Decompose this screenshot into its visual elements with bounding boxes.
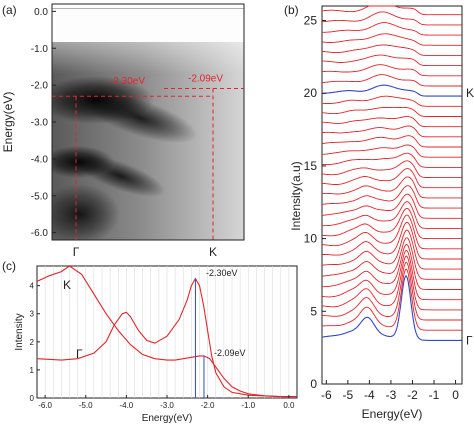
panel-a-annotation-209: -2.09eV [188,73,223,84]
panel-b-curve [321,152,462,168]
panel-b-curve [322,54,462,67]
panel-b-frame [321,5,463,385]
panel-a-label: (a) [2,3,17,17]
panel-b-curve-label-k: K [466,86,474,100]
panel-c-ytick-label: 4 [30,282,35,291]
panel-c-xtick-label: -1.0 [241,401,255,410]
panel-b-curve [321,214,462,250]
panel-b-ytick-label: 10 [304,232,318,246]
panel-b-curve [322,22,462,36]
panel-c-ytick-label: 3 [30,310,35,319]
panel-b-curve [322,116,462,128]
panel-c-label: (c) [2,259,16,273]
panel-a-ylabel: Energy(eV) [1,92,15,153]
panel-b-curve [321,268,462,331]
panel-a-xtick-gamma: Γ [73,245,80,259]
panel-b-curve [322,193,462,219]
panel-b-ytick-label: 25 [304,14,318,28]
panel-c-ticks: 0 1 2 3 4 -6.0 -5.0 -4.0 -3.0 -2.0 -1.0 0.0 [30,282,295,410]
panel-a-ytick-label: -6.0 [31,228,49,239]
panel-b-curve-label-gamma: Γ [466,333,473,347]
panel-b-curve [321,168,462,189]
panel-b-xlabel: Energy(eV) [362,407,423,421]
panel-c-xtick-label: -6.0 [38,401,52,410]
panel-b-ytick-label: 0 [310,377,317,391]
panel-a-ytick-label: -5.0 [31,191,49,202]
panel-b-curve [321,11,462,26]
panel-c-xtick-label: 0.0 [283,401,295,410]
panel-c-annotation-209: -2.09eV [214,348,246,358]
panel-a-ytick-label: -4.0 [31,154,49,165]
panel-b-curve [321,160,462,179]
panel-c-curves [37,266,297,398]
panel-b-curves [321,5,462,341]
panel-b-curve [321,125,462,138]
panel-c-ytick-label: 2 [30,338,35,347]
panel-c-ylabel: Intensity [14,313,25,350]
panel-b-xtick-label: -6 [321,388,332,402]
panel-c-curve-label-gamma: Γ [76,347,83,361]
panel-b-curve [322,221,462,260]
panel-b-curve [321,185,462,209]
panel-b-ticks: 0 5 10 15 20 25 -6 -5 -4 -3 -2 -1 0 [304,14,460,402]
panel-c: 0 1 2 3 4 -6.0 -5.0 -4.0 -3.0 -2.0 -1.0 0.0 (c) Int… [2,259,298,424]
panel-b-curve [321,229,462,270]
panel-b-curve-gamma [321,275,462,341]
panel-b-ytick-label: 20 [304,86,318,100]
panel-c-ytick-label: 0 [30,394,35,403]
panel-b-curve [322,176,462,199]
panel-b-xtick-label: 0 [452,388,459,402]
panel-a-markers: -2.30eV -2.09eV [52,73,244,240]
panel-a-ytick-label: -1.0 [31,44,49,55]
panel-b-label: (b) [284,3,299,17]
panel-b-curve [321,74,462,87]
panel-b-curve [321,95,462,107]
panel-b-xtick-label: -2 [407,388,418,402]
panel-b-curve [321,44,462,56]
panel-b-ytick-label: 15 [304,159,318,173]
panel-b-curve [321,255,462,311]
panel-c-xtick-label: -5.0 [79,401,93,410]
panel-c-ytick-label: 1 [30,366,35,375]
panel-c-annotation-230: -2.30eV [206,268,238,278]
panel-b-xtick-label: -5 [343,388,354,402]
panel-b-curve [321,237,462,280]
panel-b-curve [321,207,462,240]
panel-a-ytick-label: -3.0 [31,118,49,129]
panel-c-xtick-label: -2.0 [201,401,215,410]
panel-b-curve [321,64,462,77]
panel-c-series-gamma [37,277,297,398]
panel-a-y-ticks: 0.0 -1.0 -2.0 -3.0 -4.0 -5.0 -6.0 [31,7,56,239]
panel-c-xtick-label: -4.0 [119,401,133,410]
panel-a: 0.0 -1.0 -2.0 -3.0 -4.0 -5.0 -6.0 -2.30eV -2.09… [1,3,245,259]
panel-a-ytick-label: 0.0 [34,7,48,18]
panel-c-curve-label-k: K [63,278,71,292]
panel-b-ylabel: Intensity(a.u) [289,161,303,230]
panel-b-curve [322,261,462,321]
panel-b-curve [321,144,462,158]
panel-b-curve [321,106,462,117]
panel-a-annotation-230: -2.30eV [110,76,145,87]
panel-b-ytick-label: 5 [310,304,317,318]
panel-a-ytick-label: -2.0 [31,81,49,92]
panel-b-curve [321,5,462,16]
panel-b-curve [321,33,462,46]
panel-b-curve [321,135,462,148]
panel-c-grid [44,266,290,398]
panel-b-curve [321,249,462,301]
panel-b-curve [322,201,462,229]
panel-a-xtick-k: K [209,245,217,259]
panel-c-xtick-label: -3.0 [160,401,174,410]
panel-b-xtick-label: -1 [429,388,440,402]
panel-b-xtick-label: -4 [364,388,375,402]
panel-c-series-k [37,266,297,398]
panel-b: 0 5 10 15 20 25 -6 -5 -4 -3 -2 -1 0 (b) Intensity(a.… [284,3,474,421]
panel-b-curve [322,243,462,290]
panel-b-curve-k [322,84,462,97]
panel-b-xtick-label: -3 [386,388,397,402]
arpes-image [52,4,244,240]
panel-c-xlabel: Energy(eV) [142,413,193,424]
